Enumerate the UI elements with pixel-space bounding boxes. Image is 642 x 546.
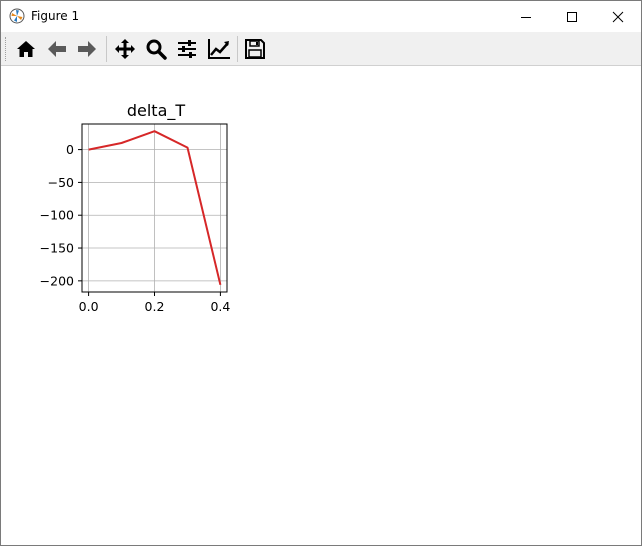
- matplotlib-app-icon: [9, 8, 25, 24]
- save-button[interactable]: [242, 36, 268, 62]
- title-bar[interactable]: Figure 1: [1, 1, 641, 32]
- minimize-button[interactable]: [503, 1, 549, 32]
- edit-axis-button[interactable]: [206, 36, 232, 62]
- arrow-left-icon: [48, 41, 66, 57]
- back-button[interactable]: [44, 36, 70, 62]
- navigation-toolbar: [1, 32, 641, 66]
- toolbar-separator: [237, 36, 238, 62]
- zoom-button[interactable]: [143, 36, 169, 62]
- line-chart-icon: [208, 39, 230, 59]
- y-tick-label: 0: [66, 142, 74, 157]
- grid: [82, 124, 227, 292]
- chart-title: delta_T: [127, 101, 186, 121]
- close-icon: [612, 11, 624, 22]
- home-button[interactable]: [13, 36, 39, 62]
- x-tick-label: 0.2: [145, 299, 165, 314]
- arrow-right-icon: [78, 41, 96, 57]
- y-tick-label: −50: [48, 175, 74, 190]
- line-chart: delta_T 0.0 0.2 0.4 0 −50 −100 −150 −200: [40, 101, 231, 314]
- plot-lines: [88, 130, 222, 286]
- magnifier-icon: [146, 39, 167, 60]
- pan-button[interactable]: [112, 36, 138, 62]
- y-tick-label: −100: [40, 208, 74, 223]
- maximize-icon: [567, 11, 577, 22]
- toolbar-grip: [5, 37, 8, 61]
- configure-subplots-button[interactable]: [174, 36, 200, 62]
- x-tick-label: 0.0: [79, 299, 99, 314]
- close-button[interactable]: [595, 1, 641, 32]
- move-icon: [115, 39, 135, 59]
- toolbar-separator: [106, 36, 107, 62]
- sliders-icon: [178, 40, 196, 58]
- y-tick-label: −150: [40, 241, 74, 256]
- y-tick-label: −200: [40, 273, 74, 288]
- window-title: Figure 1: [31, 9, 80, 23]
- minimize-icon: [521, 16, 531, 18]
- series-line: [88, 130, 222, 286]
- maximize-button[interactable]: [549, 1, 595, 32]
- axis-ticks: 0.0 0.2 0.4 0 −50 −100 −150 −200: [40, 142, 231, 314]
- x-tick-label: 0.4: [210, 299, 230, 314]
- floppy-disk-icon: [245, 39, 265, 59]
- figure-canvas[interactable]: delta_T 0.0 0.2 0.4 0 −50 −100 −150 −200: [1, 66, 641, 545]
- home-icon: [17, 41, 35, 57]
- forward-button[interactable]: [74, 36, 100, 62]
